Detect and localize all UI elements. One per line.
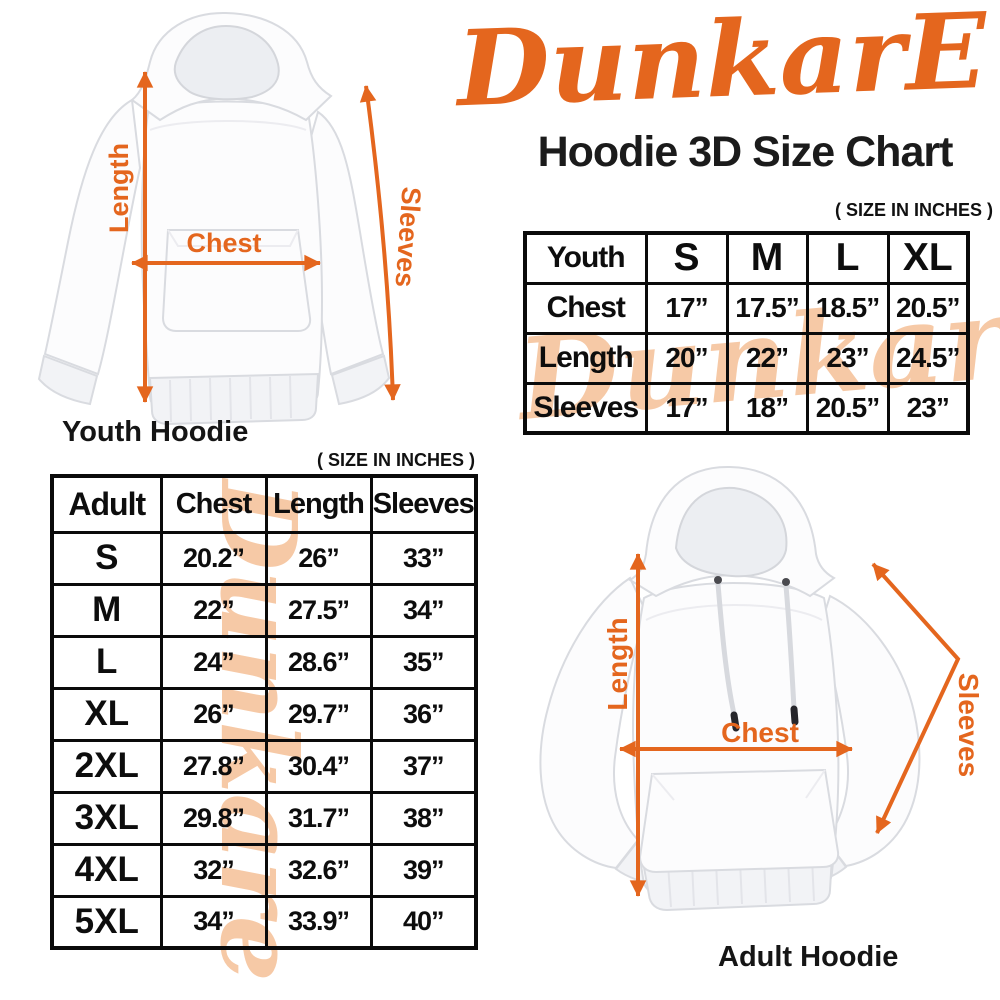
table-cell: 29.8” <box>159 790 268 846</box>
brand-logo-svg: DunkarE <box>452 0 991 130</box>
table-cell: 31.7” <box>264 790 373 846</box>
row-label: Sleeves <box>523 381 648 435</box>
youth-table-header-row: Youth S M L XL <box>523 231 970 285</box>
row-label: 5XL <box>50 894 163 950</box>
table-cell: 17.5” <box>725 281 809 335</box>
adult-table-header-row: Adult Chest Length Sleeves <box>50 474 478 534</box>
row-label: M <box>50 582 163 638</box>
adult-row-5xl: 5XL 34” 33.9” 40” <box>50 894 478 950</box>
table-cell: 35” <box>369 634 478 690</box>
adult-col-sleeves: Sleeves <box>369 474 478 534</box>
table-cell: 34” <box>159 894 268 950</box>
table-cell: 20.5” <box>886 281 970 335</box>
youth-sleeves-arrow <box>359 85 401 401</box>
table-cell: 28.6” <box>264 634 373 690</box>
table-cell: 36” <box>369 686 478 742</box>
youth-length-row: Length 20” 22” 23” 24.5” <box>523 331 970 385</box>
table-cell: 32” <box>159 842 268 898</box>
table-cell: 34” <box>369 582 478 638</box>
row-label: 2XL <box>50 738 163 794</box>
youth-chest-row: Chest 17” 17.5” 18.5” 20.5” <box>523 281 970 335</box>
adult-size-table: Adult Chest Length Sleeves S 20.2” 26” 3… <box>50 474 478 950</box>
table-cell: 29.7” <box>264 686 373 742</box>
adult-col-length: Length <box>264 474 373 534</box>
youth-size-col-l: L <box>805 231 890 285</box>
table-cell: 26” <box>159 686 268 742</box>
table-cell: 17” <box>644 281 729 335</box>
table-cell: 27.5” <box>264 582 373 638</box>
adult-hoodie-garment <box>539 465 921 912</box>
adult-row-s: S 20.2” 26” 33” <box>50 530 478 586</box>
table-cell: 27.8” <box>159 738 268 794</box>
youth-size-col-m: M <box>725 231 809 285</box>
table-cell: 18” <box>725 381 809 435</box>
youth-caption: Youth Hoodie <box>62 416 249 448</box>
table-cell: 17” <box>644 381 729 435</box>
table-cell: 30.4” <box>264 738 373 794</box>
table-cell: 26” <box>264 530 373 586</box>
adult-row-2xl: 2XL 27.8” 30.4” 37” <box>50 738 478 794</box>
table-cell: 38” <box>369 790 478 846</box>
youth-table-corner-cell: Youth <box>523 231 648 285</box>
adult-row-xl: XL 26” 29.7” 36” <box>50 686 478 742</box>
adult-row-m: M 22” 27.5” 34” <box>50 582 478 638</box>
table-cell: 39” <box>369 842 478 898</box>
table-cell: 23” <box>805 331 890 385</box>
table-cell: 33.9” <box>264 894 373 950</box>
table-cell: 22” <box>159 582 268 638</box>
adult-length-label: Length <box>602 617 633 710</box>
adult-row-3xl: 3XL 29.8” 31.7” 38” <box>50 790 478 846</box>
youth-hoodie-garment <box>37 11 391 426</box>
size-note-adult: ( SIZE IN INCHES ) <box>316 450 475 470</box>
adult-sleeves-label: Sleeves <box>953 673 984 777</box>
brand-logo-text: DunkarE <box>452 0 991 130</box>
table-cell: 18.5” <box>805 281 890 335</box>
youth-sleeves-label: Sleeves <box>390 186 427 288</box>
youth-size-col-s: S <box>644 231 729 285</box>
row-label: L <box>50 634 163 690</box>
row-label: Length <box>523 331 648 385</box>
youth-hoodie-illustration: Length Chest Sleeves <box>37 11 427 426</box>
youth-length-label: Length <box>104 143 134 233</box>
row-label: 4XL <box>50 842 163 898</box>
row-label: S <box>50 530 163 586</box>
table-cell: 33” <box>369 530 478 586</box>
table-cell: 24” <box>159 634 268 690</box>
table-cell: 20.2” <box>159 530 268 586</box>
table-cell: 40” <box>369 894 478 950</box>
youth-size-col-xl: XL <box>886 231 970 285</box>
youth-sleeves-row: Sleeves 17” 18” 20.5” 23” <box>523 381 970 435</box>
row-label: XL <box>50 686 163 742</box>
adult-table-corner-cell: Adult <box>50 474 163 534</box>
adult-col-chest: Chest <box>159 474 268 534</box>
adult-sleeves-arrow <box>871 562 961 834</box>
table-cell: 37” <box>369 738 478 794</box>
row-label: 3XL <box>50 790 163 846</box>
table-cell: 20.5” <box>805 381 890 435</box>
adult-hoodie-illustration: Length Chest Sleeves <box>539 465 984 912</box>
row-label: Chest <box>523 281 648 335</box>
youth-chest-label: Chest <box>186 228 261 258</box>
adult-caption: Adult Hoodie <box>718 941 899 973</box>
table-cell: 32.6” <box>264 842 373 898</box>
adult-chest-label: Chest <box>721 717 799 748</box>
brand-logo: DunkarE <box>448 0 996 132</box>
table-cell: 24.5” <box>886 331 970 385</box>
size-note-youth: ( SIZE IN INCHES ) <box>834 200 993 220</box>
adult-row-4xl: 4XL 32” 32.6” 39” <box>50 842 478 898</box>
adult-measure-arrows: Length Chest Sleeves <box>602 553 984 897</box>
table-cell: 23” <box>886 381 970 435</box>
table-cell: 20” <box>644 331 729 385</box>
page-title: Hoodie 3D Size Chart <box>537 128 954 176</box>
adult-row-l: L 24” 28.6” 35” <box>50 634 478 690</box>
table-cell: 22” <box>725 331 809 385</box>
youth-size-table: Youth S M L XL Chest 17” 17.5” 18.5” 20.… <box>523 231 970 435</box>
youth-measure-arrows: Length Chest Sleeves <box>104 71 427 403</box>
